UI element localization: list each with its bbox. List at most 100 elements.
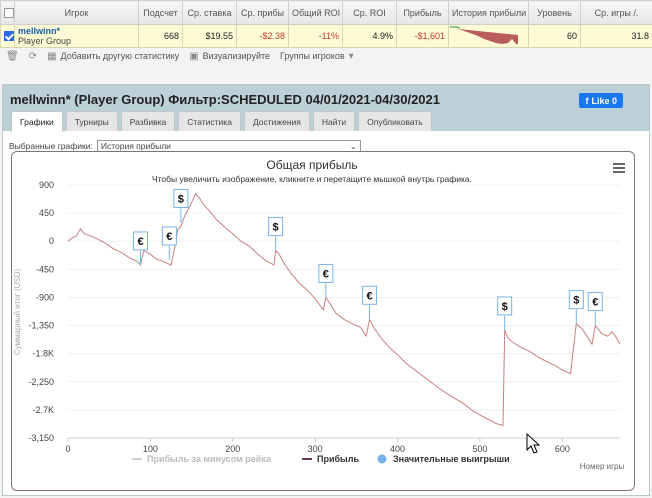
trash-icon[interactable]: 🗑 — [6, 50, 19, 62]
big-win-marker-box — [497, 296, 513, 316]
panel-header: mellwinn* (Player Group) Фильтр:SCHEDULE… — [3, 85, 649, 132]
cell-count: 668 — [138, 24, 183, 48]
image-icon: ▣ — [189, 50, 199, 62]
add-stats-button[interactable]: ▦ Добавить другую статистику — [47, 50, 180, 62]
big-win-marker-box — [568, 290, 584, 310]
chart-menu-icon[interactable] — [613, 163, 625, 173]
profit-chart[interactable]: Общая прибыль Чтобы увеличить изображение… — [11, 151, 635, 491]
cell-profit-history-sparkline — [448, 24, 529, 48]
x-tick-label: 100 — [143, 444, 158, 454]
y-tick-label: -2.7K — [32, 405, 54, 415]
legend-item-profit[interactable]: Прибыль — [317, 454, 359, 464]
chart-subtitle: Чтобы увеличить изображение, кликните и … — [152, 174, 472, 184]
visualize-button[interactable]: ▣ Визуализируйте — [189, 50, 270, 62]
big-win-marker-label: € — [137, 236, 143, 248]
big-win-marker-label: € — [166, 231, 172, 243]
big-win-marker-box — [318, 263, 334, 283]
x-tick-label: 200 — [225, 444, 240, 454]
tab-statistics[interactable]: Статистика — [178, 111, 241, 131]
big-win-marker-label: € — [323, 268, 329, 280]
big-win-marker-label: € — [366, 290, 372, 302]
mouse-cursor-icon — [526, 432, 541, 454]
header-avg-profit[interactable]: Ср. прибы — [236, 0, 289, 25]
tab-achievements[interactable]: Достижения — [243, 111, 310, 131]
x-tick-label: 400 — [390, 444, 405, 454]
chart-menu-icon-line — [613, 163, 625, 165]
big-win-marker-label: $ — [273, 222, 279, 234]
refresh-icon[interactable]: ⟳ — [28, 50, 38, 62]
table-icon: ▦ — [47, 50, 57, 62]
selected-charts-label: Выбранные графики: — [9, 141, 93, 151]
tab-charts[interactable]: Графики — [11, 111, 63, 132]
header-player[interactable]: Игрок — [14, 0, 139, 25]
header-profit-history[interactable]: История прибыли — [448, 0, 529, 25]
cell-avg-games: 31.8 — [580, 24, 652, 48]
x-tick-label: 0 — [65, 444, 70, 454]
facebook-like-button[interactable]: f Like 0 — [579, 93, 623, 108]
tab-find[interactable]: Найти — [312, 111, 356, 131]
cell-total-roi: -11% — [288, 24, 343, 48]
cell-level: 60 — [528, 24, 581, 48]
chevron-down-icon: ▾ — [348, 50, 354, 62]
legend-item-big-wins[interactable]: Значительные выигрыши — [393, 454, 510, 464]
table-row[interactable]: mellwinn* Player Group 668 $19.55 -$2.38… — [0, 24, 652, 48]
player-groups-dropdown[interactable]: Группы игроков ▾ — [280, 50, 354, 62]
y-axis-label: Суммарный итог (USD) — [13, 269, 22, 356]
panel-tabs: Графики Турниры Разбивка Статистика Дост… — [11, 111, 432, 132]
x-tick-label: 600 — [555, 444, 570, 454]
chart-title: Общая прибыль — [266, 158, 357, 172]
big-win-marker-label: $ — [178, 193, 184, 205]
header-profit[interactable]: Прибыль — [396, 0, 449, 25]
cell-avg-stake: $19.55 — [182, 24, 237, 48]
profit-chart-svg[interactable]: Общая прибыль Чтобы увеличить изображение… — [12, 152, 635, 491]
header-total-roi[interactable]: Общий ROI — [288, 0, 343, 25]
cell-profit: -$1,601 — [396, 24, 449, 48]
y-tick-label: 900 — [39, 180, 54, 190]
y-tick-label: -1,350 — [28, 321, 54, 331]
legend-swatch-big-wins — [377, 454, 387, 464]
stats-table: Игрок Подсчет Ср. ставка Ср. прибы Общий… — [0, 0, 652, 48]
chart-menu-icon-line — [613, 167, 625, 169]
big-win-marker-box — [161, 226, 177, 246]
row-checkbox[interactable] — [0, 24, 15, 48]
checkbox-icon — [4, 7, 14, 18]
stats-header-row: Игрок Подсчет Ср. ставка Ср. прибы Общий… — [0, 0, 652, 25]
series-profit-line — [67, 192, 621, 427]
player-group: Player Group — [18, 36, 72, 46]
y-tick-label: -1.8K — [32, 349, 54, 359]
stats-toolbar: 🗑 ⟳ ▦ Добавить другую статистику ▣ Визуа… — [0, 47, 652, 65]
chart-menu-icon-line — [613, 171, 625, 173]
header-count[interactable]: Подсчет — [138, 0, 183, 25]
chevron-down-icon: ⌄ — [349, 140, 357, 151]
legend-item-rake[interactable]: Прибыль за минусом рейка — [147, 454, 272, 464]
tab-publish[interactable]: Опубликовать — [358, 111, 432, 131]
x-tick-label: 300 — [308, 444, 323, 454]
big-win-marker-label: $ — [502, 301, 508, 313]
panel-title: mellwinn* (Player Group) Фильтр:SCHEDULE… — [10, 92, 440, 107]
player-cell[interactable]: mellwinn* Player Group — [14, 24, 139, 48]
player-name-link[interactable]: mellwinn* — [18, 26, 61, 36]
facebook-icon: f — [585, 95, 589, 106]
y-tick-label: 0 — [49, 236, 54, 246]
cell-avg-profit: -$2.38 — [236, 24, 289, 48]
big-win-marker-box — [133, 231, 149, 251]
select-all-checkbox[interactable] — [0, 0, 15, 25]
chart-selector-row: Выбранные графики: История прибыли ⌄ — [9, 140, 361, 152]
sparkline-icon — [450, 26, 518, 44]
big-win-marker-box — [268, 217, 284, 237]
x-tick-label: 500 — [472, 444, 487, 454]
big-win-marker-box — [587, 292, 603, 312]
cell-avg-roi: 4.9% — [342, 24, 397, 48]
header-avg-roi[interactable]: Ср. ROI — [342, 0, 397, 25]
header-level[interactable]: Уровень — [528, 0, 581, 25]
big-win-marker-box — [173, 188, 189, 208]
tab-tournaments[interactable]: Турниры — [65, 111, 118, 131]
header-avg-stake[interactable]: Ср. ставка — [182, 0, 237, 25]
tab-breakdown[interactable]: Разбивка — [120, 111, 176, 131]
header-avg-games[interactable]: Ср. игры /. — [580, 0, 652, 25]
y-tick-label: -3,150 — [28, 433, 54, 443]
player-panel: mellwinn* (Player Group) Фильтр:SCHEDULE… — [2, 84, 650, 496]
big-win-marker-label: $ — [573, 295, 579, 307]
big-win-marker-label: € — [592, 297, 598, 309]
y-tick-label: -900 — [36, 292, 54, 302]
